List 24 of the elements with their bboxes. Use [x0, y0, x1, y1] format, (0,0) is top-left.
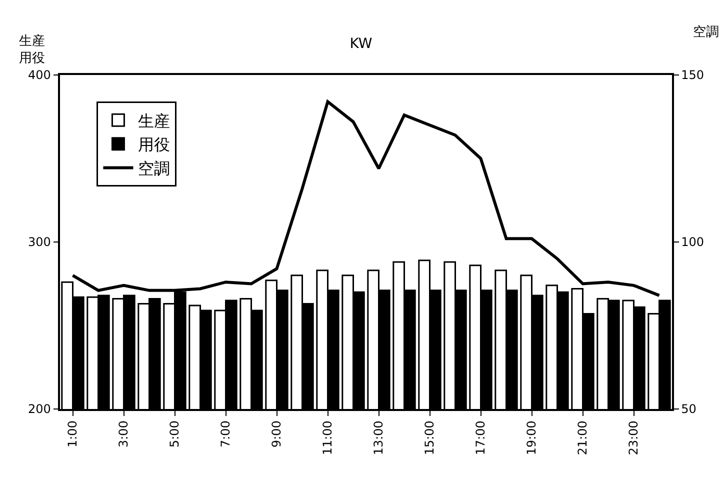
- x-tick-label: 9:00: [270, 420, 284, 448]
- x-tick-label: 5:00: [168, 420, 182, 448]
- x-tick-label: 1:00: [66, 420, 80, 448]
- y2-tick-label: 100: [681, 235, 704, 250]
- x-tick-label: 3:00: [116, 420, 131, 448]
- chart-title: KW: [350, 36, 372, 52]
- x-tick-label: 7:00: [218, 420, 233, 448]
- y-axis-title: 生産用役: [19, 33, 45, 66]
- legend-label: 用役: [138, 135, 170, 154]
- y-tick-label: 400: [28, 68, 51, 82]
- y-tick-label: 200: [28, 402, 51, 416]
- x-tick-label: 19:00: [524, 420, 539, 456]
- x-tick-label: 15:00: [422, 420, 437, 456]
- x-tick-label: 21:00: [576, 420, 590, 456]
- legend-label: 空調: [138, 158, 170, 178]
- x-tick-label: 11:00: [320, 420, 335, 456]
- y2-tick-label: 150: [681, 68, 704, 82]
- x-tick-label: 13:00: [372, 420, 386, 456]
- y2-axis-title: 空調: [693, 25, 719, 40]
- x-tick-label: 23:00: [626, 420, 641, 456]
- legend-label: 生産: [138, 111, 170, 130]
- y2-tick-label: 50: [681, 402, 696, 416]
- y-tick-label: 300: [28, 235, 51, 250]
- x-tick-label: 17:00: [474, 420, 488, 456]
